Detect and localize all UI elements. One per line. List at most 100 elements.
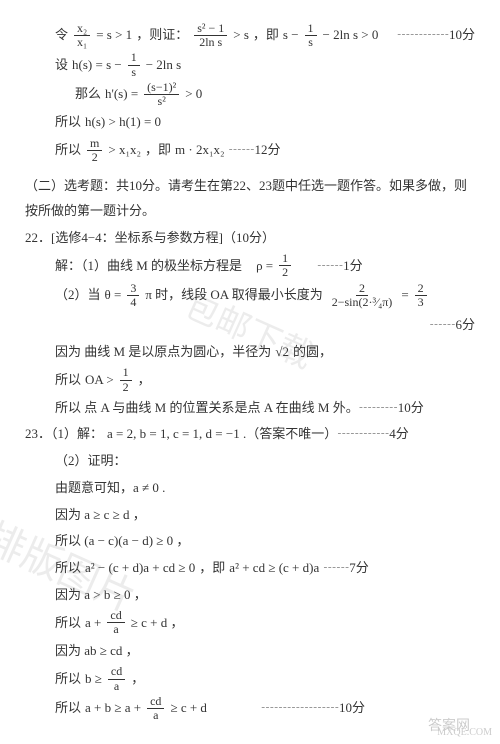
text: s − <box>283 23 299 48</box>
num: (s−1)² <box>144 81 179 95</box>
num: 2 <box>356 282 368 296</box>
den: x₁ <box>74 36 90 49</box>
text: 所以 <box>55 667 81 692</box>
num: s² − 1 <box>194 22 227 36</box>
line-10: 所以 点 A 与曲线 M 的位置关系是点 A 在曲线 M 外。┄┄┄10分 <box>55 396 475 421</box>
points: ┄┄7分 <box>323 556 369 581</box>
text: a + <box>85 611 101 636</box>
sqrt2: √2 <box>275 340 289 365</box>
line-2: 设 h(s) = s − 1s − 2ln s <box>55 51 475 78</box>
den: s <box>128 66 139 79</box>
text: b ≥ <box>85 667 102 692</box>
line-6: 解：（1）曲线 M 的极坐标方程是 ρ = 12 ┄┄1分 <box>55 252 475 279</box>
text: 所以 <box>55 556 81 581</box>
num: 3 <box>127 282 139 296</box>
text: ，即 <box>253 23 279 48</box>
num: cd <box>147 695 164 709</box>
text: − 2ln s > 0 <box>323 23 379 48</box>
line-18: 所以 b ≥ cda ， <box>55 665 475 692</box>
num: cd <box>107 609 124 623</box>
text: ，则证： <box>136 23 188 48</box>
den: a <box>110 623 121 636</box>
text: 23．（1）解： <box>25 422 103 447</box>
text: 所以 <box>55 611 81 636</box>
text: h(s) > h(1) = 0 <box>85 110 161 135</box>
den: s <box>305 36 316 49</box>
num: m <box>87 137 102 151</box>
line-19: 所以 a + b ≥ a + cda ≥ c + d ┄┄┄┄┄┄10分 <box>55 695 475 722</box>
text: 那么 <box>75 82 101 107</box>
line-7: （2）当 θ = 34 π 时，线段 OA 取得最小长度为 22−sin(2·³… <box>55 282 475 338</box>
text: 设 <box>55 53 68 78</box>
line-8: 因为 曲线 M 是以原点为圆心，半径为 √2 的圆， <box>55 340 475 365</box>
den: 2−sin(2·³⁄₄π) <box>329 296 396 309</box>
points: ┄┄┄┄┄┄10分 <box>261 696 365 721</box>
text: ，即 <box>145 138 171 163</box>
text: ， <box>131 667 144 692</box>
text: OA > <box>85 368 114 393</box>
den: 2ln s <box>196 36 225 49</box>
den: 2 <box>120 381 132 394</box>
text: （2）当 <box>55 283 101 308</box>
den: 2 <box>279 266 291 279</box>
num: 1 <box>279 252 291 266</box>
text: > 0 <box>185 82 202 107</box>
q23-2: （2）证明： <box>55 449 475 474</box>
q23-1: 23．（1）解： a = 2, b = 1, c = 1, d = −1 .（答… <box>25 422 475 447</box>
den: 4 <box>127 296 139 309</box>
text: a² + cd ≥ (c + d)a <box>229 556 319 581</box>
line-11: 由题意可知，a ≠ 0 . <box>55 476 475 501</box>
points: ┄┄1分 <box>317 254 363 279</box>
text: ≥ c + d ， <box>131 611 184 636</box>
text: h(s) = s − <box>72 53 122 78</box>
num: x₂ <box>74 22 90 36</box>
text: a = 2, b = 1, c = 1, d = −1 .（答案不唯一）┄┄┄┄… <box>107 422 409 447</box>
line-15: 因为 a > b ≥ 0 ， <box>55 583 475 608</box>
text: ，即 <box>199 556 225 581</box>
text: > s <box>233 23 249 48</box>
text: 所以 <box>55 368 81 393</box>
num: cd <box>108 665 125 679</box>
num: 1 <box>305 22 317 36</box>
text: 因为 曲线 M 是以原点为圆心，半径为 <box>55 340 271 365</box>
footer-url: MXQE.COM <box>437 723 492 742</box>
line-17: 因为 ab ≥ cd ， <box>55 639 475 664</box>
text: 的圆， <box>293 340 332 365</box>
text: 解：（1）曲线 M 的极坐标方程是 <box>55 254 242 279</box>
points: ┄┄┄┄10分 <box>397 23 475 48</box>
text: ≥ c + d <box>170 696 207 721</box>
line-9: 所以 OA > 12 ， <box>55 366 475 393</box>
text: ， <box>138 368 151 393</box>
line-3: 那么 h'(s) = (s−1)²s² > 0 <box>75 81 475 108</box>
points: ┄┄12分 <box>229 138 281 163</box>
den: a <box>111 680 122 693</box>
text: 令 <box>55 23 68 48</box>
line-12: 因为 a ≥ c ≥ d ， <box>55 503 475 528</box>
den: s² <box>155 95 169 108</box>
text: m · 2x₁x₂ <box>175 138 225 163</box>
line-1: 令 x₂x₁ = s > 1 ，则证： s² − 12ln s > s ，即 s… <box>55 22 475 49</box>
line-13: 所以 (a − c)(a − d) ≥ 0 ， <box>55 529 475 554</box>
line-16: 所以 a + cda ≥ c + d ， <box>55 609 475 636</box>
text: 所以 <box>55 138 81 163</box>
text: > x₁x₂ <box>108 138 141 163</box>
text: = s > 1 <box>96 23 132 48</box>
points: ┄┄6分 <box>429 313 475 338</box>
text: θ = <box>105 283 122 308</box>
section-2-header: （二）选考题：共10分。请考生在第22、23题中任选一题作答。如果多做，则按所做… <box>25 174 475 223</box>
text: 所以 <box>55 696 81 721</box>
text: h'(s) = <box>105 82 138 107</box>
den: 3 <box>415 296 427 309</box>
q22-header: 22．[选修4−4：坐标系与参数方程]（10分） <box>25 226 475 251</box>
num: 1 <box>128 51 140 65</box>
line-14: 所以 a² − (c + d)a + cd ≥ 0 ，即 a² + cd ≥ (… <box>55 556 475 581</box>
text: = <box>401 283 408 308</box>
text: a² − (c + d)a + cd ≥ 0 <box>85 556 195 581</box>
den: 2 <box>89 151 101 164</box>
text: a + b ≥ a + <box>85 696 141 721</box>
text: ρ = <box>256 254 273 279</box>
text: π 时，线段 OA 取得最小长度为 <box>145 283 322 308</box>
text: 所以 <box>55 110 81 135</box>
text: − 2ln s <box>146 53 182 78</box>
num: 2 <box>415 282 427 296</box>
